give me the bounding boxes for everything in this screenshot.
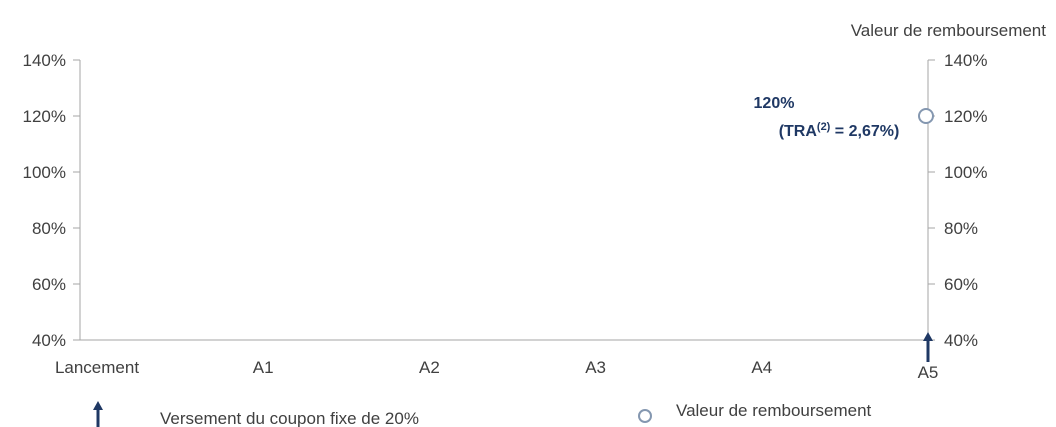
coupon-arrow-mark	[923, 332, 933, 362]
legend-circle-icon	[638, 409, 652, 423]
category-label: A5	[918, 363, 939, 382]
annotation-tra-prefix: (TRA	[779, 123, 818, 140]
left-tick-label: 120%	[23, 107, 66, 126]
category-label: A4	[751, 358, 772, 377]
left-tick-label: 140%	[23, 51, 66, 70]
annotation-value: 120%	[754, 95, 795, 112]
right-axis-title: Valeur de remboursement	[851, 21, 1047, 40]
left-tick-label: 60%	[32, 275, 66, 294]
right-tick-label: 80%	[944, 219, 978, 238]
left-tick-label: 100%	[23, 163, 66, 182]
right-tick-label: 120%	[944, 107, 987, 126]
left-tick-label: 80%	[32, 219, 66, 238]
remboursement-circle-mark	[918, 108, 934, 124]
right-tick-label: 140%	[944, 51, 987, 70]
annotation-tra-sup: (2)	[817, 121, 831, 133]
category-label: Lancement	[55, 358, 139, 377]
category-label: A3	[585, 358, 606, 377]
legend-label-remboursement: Valeur de remboursement	[676, 401, 872, 420]
right-tick-label: 60%	[944, 275, 978, 294]
category-label: A1	[253, 358, 274, 377]
annotation-tra: (TRA(2) = 2,67%)	[779, 121, 900, 140]
legend-label-coupon: Versement du coupon fixe de 20%	[160, 409, 419, 427]
annotation-tra-suffix: = 2,67%)	[830, 123, 899, 140]
legend: Versement du coupon fixe de 20% Valeur d…	[93, 401, 872, 427]
left-tick-label: 40%	[32, 331, 66, 350]
right-tick-label: 40%	[944, 331, 978, 350]
category-label: A2	[419, 358, 440, 377]
legend-arrow-icon	[93, 401, 103, 427]
right-tick-label: 100%	[944, 163, 987, 182]
